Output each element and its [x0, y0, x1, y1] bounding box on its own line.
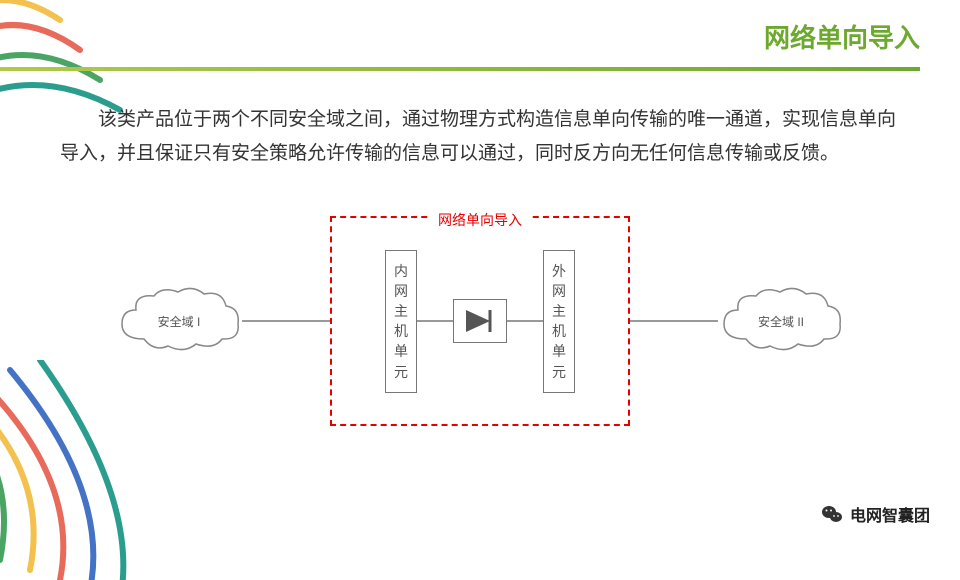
page-title: 网络单向导入 [0, 18, 920, 55]
connector-right [628, 320, 718, 322]
inner-connector-right [507, 320, 543, 322]
title-divider [0, 67, 920, 71]
dashed-boundary-label: 网络单向导入 [428, 210, 532, 230]
diode-symbol [453, 299, 507, 343]
inner-flow: 内 网 主 机 单 元 外 网 [385, 250, 575, 393]
cloud-right: 安全域 II [716, 284, 846, 359]
description-paragraph: 该类产品位于两个不同安全域之间，通过物理方式构造信息单向传输的唯一通道，实现信息… [0, 81, 960, 181]
cloud-right-label: 安全域 II [758, 313, 804, 330]
header: 网络单向导入 [0, 0, 960, 81]
footer-brand-text: 电网智囊团 [850, 502, 930, 526]
cloud-left: 安全域 I [114, 284, 244, 359]
cloud-left-label: 安全域 I [158, 313, 201, 330]
diagram-container: 安全域 I 网络单向导入 内 网 主 机 单 元 [0, 181, 960, 461]
wechat-icon [820, 502, 844, 526]
inner-unit-box: 内 网 主 机 单 元 [385, 250, 417, 393]
outer-unit-box: 外 网 主 机 单 元 [543, 250, 575, 393]
inner-connector-left [417, 320, 453, 322]
dashed-boundary: 网络单向导入 内 网 主 机 单 元 [330, 216, 630, 426]
connector-left [242, 320, 332, 322]
paragraph-text: 该类产品位于两个不同安全域之间，通过物理方式构造信息单向传输的唯一通道，实现信息… [60, 109, 896, 164]
flow-diagram: 安全域 I 网络单向导入 内 网 主 机 单 元 [114, 216, 846, 426]
footer-brand: 电网智囊团 [820, 502, 930, 526]
